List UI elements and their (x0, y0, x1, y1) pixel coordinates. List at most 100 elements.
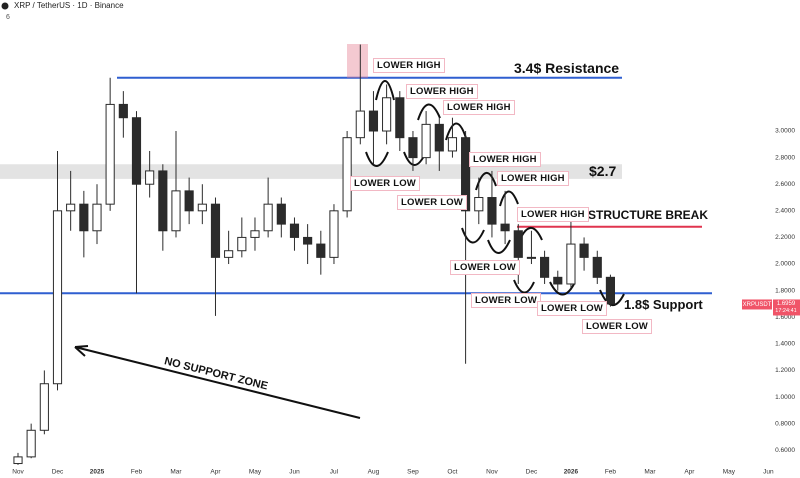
x-tick-label: Jul (330, 469, 339, 476)
arc (513, 279, 535, 294)
lower-low-label: LOWER LOW (397, 195, 467, 210)
arc (549, 281, 575, 296)
arc (599, 289, 625, 306)
x-tick-label: Nov (486, 469, 498, 476)
candle-body (500, 223, 510, 232)
resistance-label: 3.4$ Resistance (514, 60, 620, 76)
candle-body (540, 256, 550, 278)
candle-body (250, 230, 260, 238)
candle-body (513, 230, 523, 258)
symbol-icon (1, 2, 9, 10)
x-tick-label: Apr (210, 469, 221, 476)
countdown: 17:24:41 (775, 308, 796, 314)
last-price: 1.6959 (777, 301, 796, 307)
lower-high-label: LOWER HIGH (406, 84, 478, 99)
candle-body (39, 383, 49, 431)
arc (461, 227, 485, 244)
x-tick-label: Apr (684, 469, 695, 476)
y-tick-label: 2.0000 (775, 261, 795, 268)
candle-body (13, 456, 23, 465)
price-tag-box (742, 299, 772, 310)
y-tick-label: 2.6000 (775, 181, 795, 188)
y-tick-label: 1.6000 (775, 314, 795, 321)
x-tick-label: Mar (170, 469, 182, 476)
arc (475, 172, 497, 191)
lower-low-label: LOWER LOW (537, 301, 607, 316)
x-tick-label: 2025 (90, 469, 105, 476)
lower-low-label: LOWER LOW (582, 319, 652, 334)
y-tick-label: 2.2000 (775, 234, 795, 241)
candle-body (289, 223, 300, 238)
y-tick-label: 3.0000 (775, 128, 795, 135)
y-tick-label: 1.8000 (775, 287, 795, 294)
lower-high-label: LOWER HIGH (497, 171, 569, 186)
zone-label: $2.7 (589, 163, 617, 179)
x-tick-label: Dec (526, 469, 538, 476)
candle-body (26, 429, 36, 458)
price-tag-box (773, 299, 800, 316)
candle-body (487, 197, 497, 225)
y-tick-label: 0.6000 (775, 447, 795, 454)
candle-body (395, 97, 405, 139)
candle-body (355, 110, 365, 139)
candle-body (276, 203, 286, 225)
lower-high-label: LOWER HIGH (517, 207, 589, 222)
candles (13, 44, 616, 465)
lower-high-label: LOWER HIGH (373, 58, 445, 73)
x-tick-label: Oct (447, 469, 457, 476)
candle-body (461, 137, 471, 212)
candle-body (131, 117, 142, 185)
lower-low-label: LOWER LOW (450, 260, 520, 275)
support-label: 1.8$ Support (624, 297, 703, 312)
candle-body (105, 103, 115, 205)
lower-low-label: LOWER LOW (471, 293, 541, 308)
candle-body (224, 250, 234, 258)
candle-body (342, 137, 352, 212)
candle-body (145, 170, 155, 185)
lower-low-label: LOWER LOW (350, 176, 420, 191)
arc (499, 190, 519, 207)
x-tick-label: Feb (605, 469, 617, 476)
candle-body (263, 203, 273, 232)
candle-body (158, 170, 168, 232)
x-tick-label: Sep (407, 469, 419, 476)
candle-body (197, 203, 207, 212)
candle-body (79, 203, 89, 232)
candle-body (382, 97, 392, 132)
candle-body (118, 103, 128, 119)
x-tick-label: Mar (644, 469, 656, 476)
x-tick-label: May (723, 469, 736, 476)
x-tick-label: May (249, 469, 262, 476)
arc (445, 122, 467, 141)
price-tag-symbol: XRPUSDT (743, 302, 772, 308)
candle-body (408, 137, 418, 159)
candle-body (434, 123, 444, 152)
x-tick-label: Nov (12, 469, 24, 476)
candle-body (92, 203, 102, 232)
candle-body (474, 197, 484, 212)
peak-highlight (347, 44, 368, 78)
candle-body (303, 236, 313, 245)
x-tick-label: 2026 (564, 469, 579, 476)
arc (417, 103, 441, 121)
y-tick-label: 1.0000 (775, 394, 795, 401)
candle-body (316, 243, 326, 258)
candle-body (329, 210, 339, 258)
symbol-title: XRP / TetherUS · 1D · Binance (14, 1, 124, 10)
y-tick-label: 0.8000 (775, 420, 795, 427)
lower-high-label: LOWER HIGH (469, 152, 541, 167)
arrow-line (74, 346, 361, 419)
y-tick-label: 2.4000 (775, 208, 795, 215)
lower-high-label: LOWER HIGH (443, 100, 515, 115)
candle-body (171, 190, 181, 232)
x-tick-label: Dec (52, 469, 64, 476)
candle-body (368, 110, 379, 132)
candle-body (421, 123, 431, 159)
candle-body (553, 276, 563, 285)
arc (487, 239, 511, 254)
candle-body (605, 276, 616, 305)
candle-body (447, 137, 458, 152)
arc (375, 80, 395, 101)
